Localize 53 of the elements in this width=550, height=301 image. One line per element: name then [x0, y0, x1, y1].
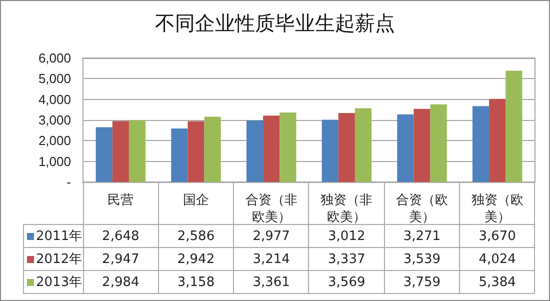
- x-tick-label: 合资（非欧美）: [245, 192, 298, 224]
- bar: [204, 116, 221, 182]
- data-label: 3,158: [158, 270, 234, 294]
- x-tick-label: 国企: [183, 192, 209, 207]
- data-label: 2,942: [158, 248, 234, 270]
- data-label: 3,569: [308, 270, 384, 294]
- data-label: 3,271: [384, 224, 460, 248]
- bar: [506, 70, 522, 182]
- data-label: 3,361: [234, 270, 309, 294]
- bar: [246, 120, 264, 182]
- bar: [354, 108, 372, 182]
- data-label: 2,947: [83, 248, 158, 270]
- y-tick-label: 1,000: [38, 154, 71, 169]
- bar: [188, 121, 204, 182]
- data-label: 4,024: [460, 248, 535, 270]
- y-tick-label: 2,000: [38, 133, 71, 148]
- data-label: 2,977: [234, 224, 309, 248]
- data-label: 2,648: [83, 224, 158, 248]
- bar: [128, 120, 146, 182]
- bar: [472, 106, 490, 182]
- bar: [397, 114, 414, 182]
- bar: [322, 120, 338, 182]
- bar: [489, 98, 506, 182]
- x-tick-label: 独资（非欧美）: [320, 192, 373, 224]
- bar: [112, 121, 129, 182]
- legend-label: 2012年: [24, 248, 83, 270]
- bar: [430, 104, 447, 182]
- data-label: 2,984: [83, 270, 158, 294]
- data-label: 2,586: [158, 224, 234, 248]
- y-tick-label: 3,000: [38, 112, 71, 128]
- data-label: 3,670: [460, 224, 535, 248]
- data-label: 3,337: [308, 248, 384, 270]
- x-tick-label: 独资（欧美）: [471, 192, 524, 224]
- bar: [96, 127, 112, 182]
- y-tick-label: 4,000: [38, 92, 71, 107]
- data-label: 3,012: [308, 224, 384, 248]
- bar: [280, 112, 296, 182]
- bar: [263, 116, 280, 182]
- legend-label: 2013年: [24, 270, 83, 294]
- x-tick-label: 合资（欧美）: [396, 192, 448, 224]
- bar: [338, 113, 355, 182]
- x-tick-label: 民营: [108, 192, 134, 207]
- y-tick-label: -: [66, 174, 71, 190]
- data-label: 3,539: [384, 248, 460, 270]
- data-label: 3,214: [234, 248, 309, 270]
- bar: [171, 128, 188, 182]
- y-tick-label: 5,000: [38, 71, 71, 86]
- legend-label: 2011年: [24, 224, 83, 248]
- y-tick-label: 6,000: [38, 50, 71, 66]
- data-label: 5,384: [460, 270, 535, 294]
- chart-title: 不同企业性质毕业生起薪点: [155, 13, 395, 35]
- bar: [414, 108, 430, 182]
- data-label: 3,759: [384, 270, 460, 294]
